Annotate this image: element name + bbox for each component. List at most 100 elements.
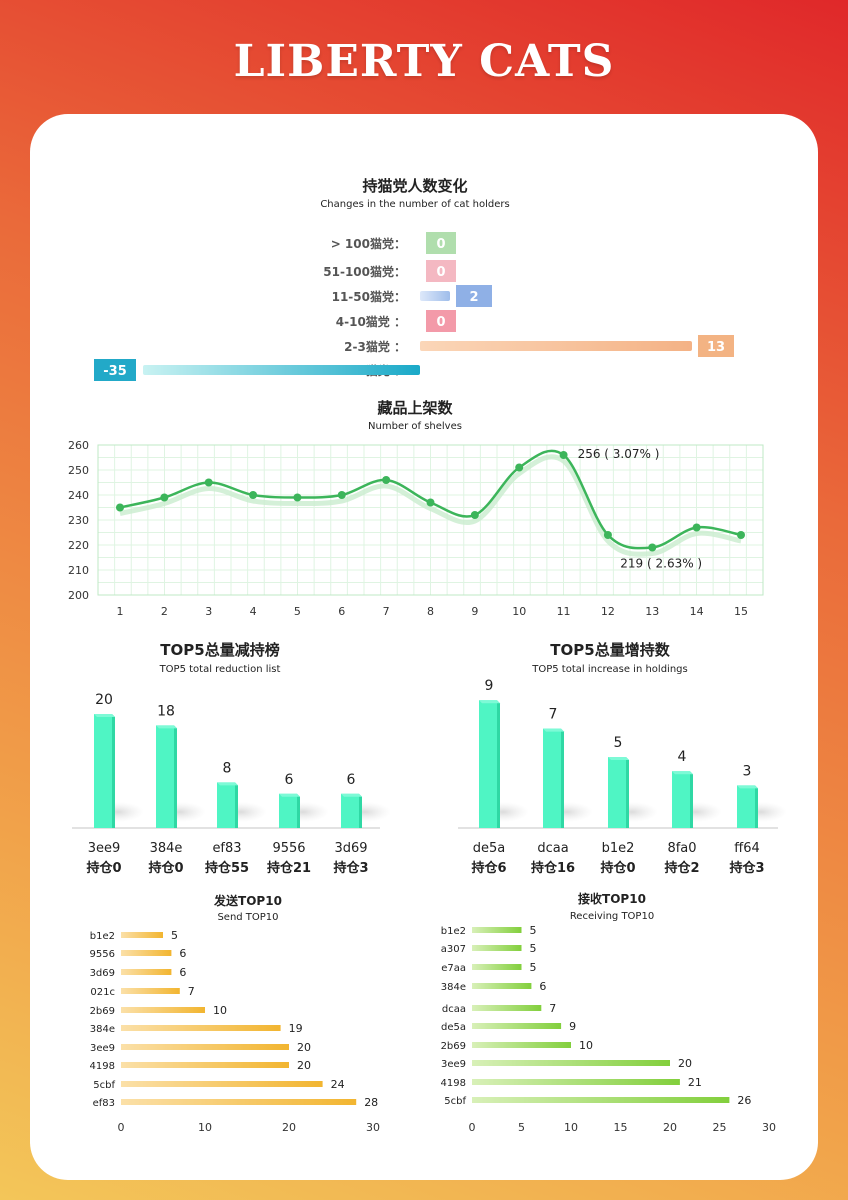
hbar-value-label: 7 <box>188 985 195 998</box>
hbar <box>121 932 163 938</box>
peak-annotation: 256 ( 3.07% ) <box>578 447 660 461</box>
y-tick-label: 250 <box>68 464 89 477</box>
data-point <box>559 451 568 459</box>
x-tick-label: 20 <box>282 1121 296 1134</box>
holders-category-label: > 100猫党： <box>331 236 406 251</box>
x-tick-label: 10 <box>198 1121 212 1134</box>
holders-value-box <box>94 359 136 381</box>
hbar-category-label: de5a <box>441 1022 466 1033</box>
hbar-category-label: ef83 <box>93 1098 115 1109</box>
bar-side <box>297 793 300 828</box>
bar-top <box>672 771 693 775</box>
bar-sublabel: 持仓6 <box>471 860 506 876</box>
bar-top <box>608 757 629 760</box>
y-tick-label: 210 <box>68 564 89 577</box>
bar-top <box>217 782 238 786</box>
x-tick-label: 30 <box>366 1121 380 1134</box>
bar-sublabel: 持仓21 <box>267 860 311 876</box>
bar-value-label: 5 <box>614 735 623 751</box>
data-point <box>293 493 302 502</box>
y-tick-label: 200 <box>68 589 89 602</box>
hbar-category-label: 4198 <box>90 1061 115 1072</box>
hbar-value-label: 26 <box>737 1094 751 1107</box>
bar <box>608 757 626 828</box>
data-point <box>603 531 612 539</box>
increase-bar-chart: 9 de5a 持仓6 7 dcaa 持仓16 5 b1e2 持仓0 4 8fa0 持仓2 3 ff64 持仓… <box>458 678 787 876</box>
bar-top <box>479 700 500 704</box>
send-chart-title: 发送TOP10 <box>213 893 282 908</box>
holders-value-box <box>426 260 456 282</box>
bar-sublabel: 持仓55 <box>205 860 249 876</box>
bar-value-label: 7 <box>549 707 558 723</box>
bar-value-label: 4 <box>678 749 687 765</box>
y-tick-label: 240 <box>68 489 89 502</box>
bar-value-label: 6 <box>347 772 356 788</box>
bar-side <box>626 757 629 828</box>
hbar-value-label: 20 <box>678 1057 692 1070</box>
hbar <box>121 1062 289 1068</box>
hbar <box>121 969 172 975</box>
bar-category-label: dcaa <box>537 841 568 856</box>
bar-category-label: b1e2 <box>602 841 635 856</box>
y-tick-label: 260 <box>68 439 89 452</box>
hbar-category-label: 3ee9 <box>441 1059 466 1070</box>
hbar-value-label: 5 <box>530 942 537 955</box>
bar-sublabel: 持仓3 <box>729 860 764 876</box>
hbar <box>121 950 172 956</box>
hbar-value-label: 6 <box>179 966 186 979</box>
hbar <box>472 1060 670 1066</box>
holders-bar <box>420 341 692 351</box>
reduction-bar-chart: 20 3ee9 持仓0 18 384e 持仓0 8 ef83 持仓55 6 9556 持仓21 6 3d6… <box>72 692 391 876</box>
bar <box>479 700 497 828</box>
y-tick-label: 220 <box>68 539 89 552</box>
hbar <box>121 1044 289 1050</box>
hbar-category-label: 5cbf <box>444 1096 466 1107</box>
hbar-category-label: 3d69 <box>90 968 115 979</box>
data-point <box>692 523 701 532</box>
data-point <box>515 463 524 472</box>
holders-value-label: 0 <box>436 315 445 330</box>
bar-category-label: 3ee9 <box>88 841 121 856</box>
x-tick-label: 3 <box>205 605 212 618</box>
bar-sublabel: 持仓2 <box>664 860 699 876</box>
receive-chart-subtitle: Receiving TOP10 <box>570 911 654 922</box>
x-tick-label: 0 <box>118 1121 125 1134</box>
bar-category-label: 3d69 <box>334 841 367 856</box>
x-tick-label: 30 <box>762 1121 776 1134</box>
hbar-category-label: a307 <box>441 944 466 955</box>
bar-value-label: 6 <box>285 772 294 788</box>
bar-top <box>156 725 177 729</box>
x-tick-label: 5 <box>518 1121 525 1134</box>
bar-side <box>690 771 693 828</box>
x-tick-label: 12 <box>601 605 615 618</box>
holders-category-label: 4-10猫党 ： <box>336 314 406 329</box>
holders-chart-subtitle: Changes in the number of cat holders <box>320 199 509 210</box>
bar-category-label: ef83 <box>212 841 241 856</box>
bar-sublabel: 持仓0 <box>86 860 121 876</box>
bar-value-label: 18 <box>157 703 175 719</box>
x-tick-label: 7 <box>383 605 390 618</box>
holders-value-box <box>456 285 492 307</box>
send-chart-subtitle: Send TOP10 <box>217 912 278 923</box>
x-tick-label: 1 <box>117 605 124 618</box>
bar-side <box>174 725 177 828</box>
hbar-category-label: e7aa <box>441 963 466 974</box>
x-tick-label: 4 <box>250 605 257 618</box>
holders-value-label: 13 <box>707 340 725 355</box>
hbar-value-label: 5 <box>530 924 537 937</box>
bar-category-label: 384e <box>150 841 183 856</box>
x-tick-label: 25 <box>713 1121 727 1134</box>
hbar <box>472 927 522 933</box>
holders-value-box <box>698 335 734 357</box>
data-point <box>249 491 258 499</box>
bar-value-label: 20 <box>95 692 113 708</box>
series-line-shadow <box>119 454 742 557</box>
hbar-category-label: 5cbf <box>93 1080 115 1091</box>
bar-category-label: de5a <box>473 841 506 856</box>
hbar-value-label: 6 <box>539 980 546 993</box>
hbar-category-label: dcaa <box>442 1004 466 1015</box>
holders-category-label: 51-100猫党： <box>323 264 406 279</box>
data-point <box>382 476 391 484</box>
bar <box>543 728 561 828</box>
bar-sublabel: 持仓0 <box>600 860 635 876</box>
